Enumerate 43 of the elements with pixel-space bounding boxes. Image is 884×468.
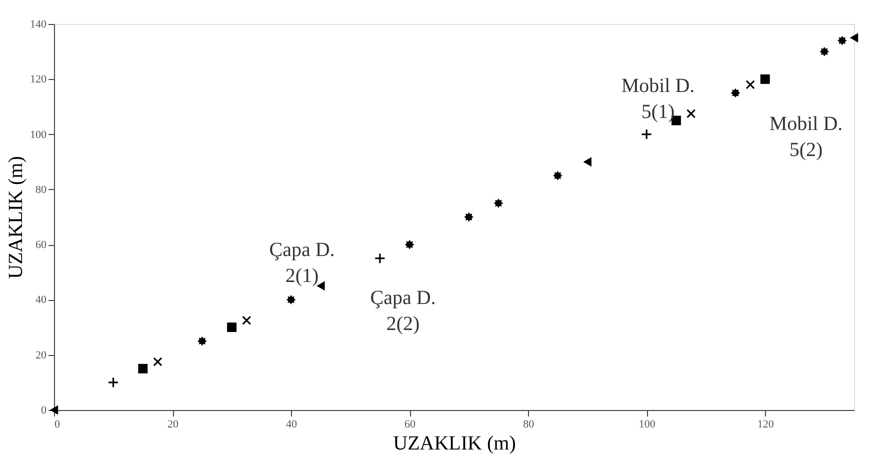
y-tick-label: 120	[30, 74, 47, 86]
point	[760, 74, 770, 84]
x-axis-title: UZAKLIK (m)	[393, 432, 516, 454]
point	[153, 357, 162, 366]
point	[197, 336, 207, 346]
point	[552, 170, 562, 180]
point	[641, 128, 652, 140]
x-tick-label: 40	[286, 418, 298, 430]
point	[242, 316, 252, 325]
point	[404, 240, 414, 250]
y-axis-title: UZAKLIK (m)	[5, 156, 27, 279]
x-tick-label: 80	[523, 418, 535, 430]
point	[583, 157, 592, 167]
point	[746, 80, 755, 90]
x-tick-label: 0	[54, 418, 60, 430]
point	[227, 322, 237, 332]
y-tick-label: 0	[41, 404, 47, 416]
point	[494, 198, 504, 208]
y-tick-label: 20	[36, 349, 47, 362]
y-tick-label: 80	[36, 184, 47, 196]
point	[108, 376, 119, 388]
point	[837, 36, 847, 46]
annotation: Çapa D. 2(2)	[370, 287, 436, 335]
point	[730, 88, 740, 98]
point	[686, 109, 696, 118]
annotation: Çapa D. 2(1)	[269, 239, 335, 287]
y-tick-label: 100	[30, 128, 47, 141]
point	[850, 33, 858, 43]
y-tick-label: 40	[36, 294, 47, 306]
annotation: Mobil D. 5(1)	[621, 75, 695, 123]
annotation: Mobil D. 5(2)	[769, 113, 843, 161]
point	[286, 294, 296, 304]
x-tick-label: 100	[638, 418, 656, 430]
y-tick-label: 140	[30, 18, 47, 30]
x-tick-label: 120	[757, 418, 774, 430]
point	[138, 364, 148, 374]
x-tick-label: 60	[404, 418, 416, 430]
point	[820, 46, 830, 56]
point	[374, 252, 386, 264]
point	[316, 281, 325, 291]
point	[464, 212, 474, 222]
x-tick-label: 20	[168, 418, 180, 430]
y-tick-label: 60	[36, 239, 47, 252]
